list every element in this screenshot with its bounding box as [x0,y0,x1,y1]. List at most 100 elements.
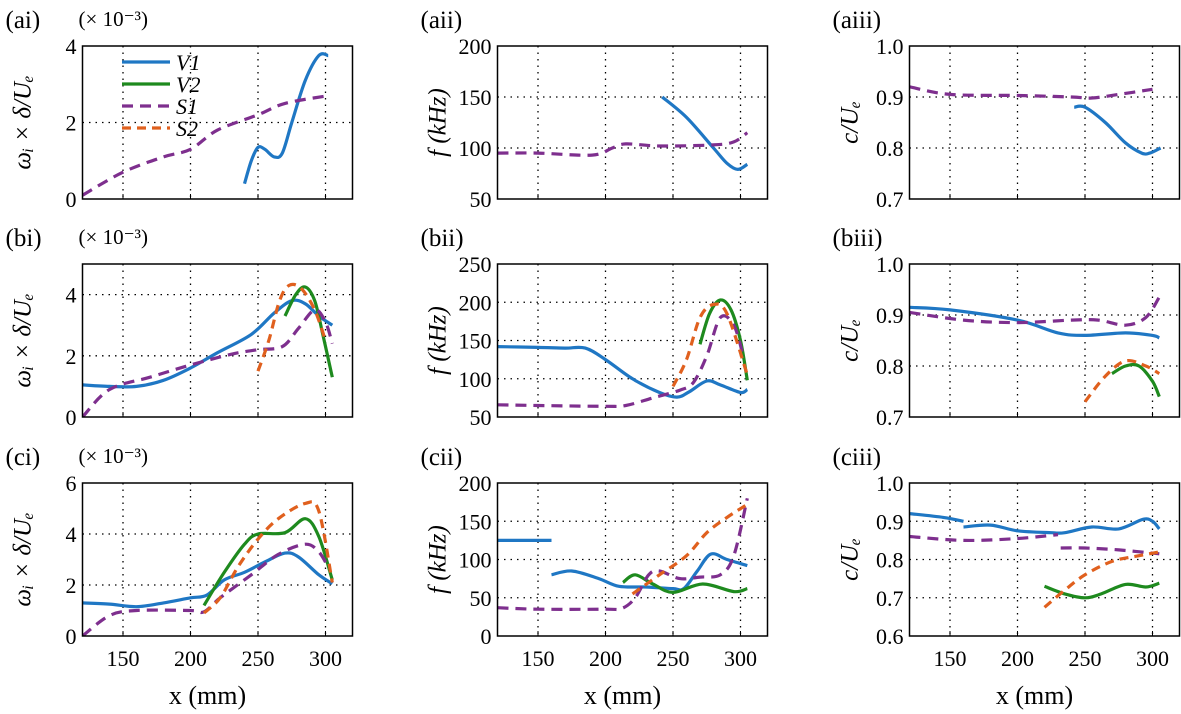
x-tick-label: 250 [657,646,690,671]
y-tick-label: 1.0 [876,252,904,277]
y-tick-label: 6 [66,471,77,496]
y-tick-label: 150 [459,509,492,534]
axis-multiplier: (× 10⁻³) [79,7,148,31]
y-tick-label: 0 [481,624,492,649]
series-line-S1 [909,296,1161,327]
legend-label-S1: S1 [176,94,198,119]
y-tick-label: 200 [459,34,492,59]
y-tick-label: 0.9 [876,509,904,534]
x-axis-label: x (mm) [584,681,661,710]
y-tick-label: 0.8 [876,548,904,573]
y-tick-label: 4 [66,283,77,308]
panel-ci: 150 200 250 300 0 2 4 6 (ci) (× 10⁻³) ωᵢ × δ/Uₑ x (… [6,444,354,710]
legend-label-S2: S2 [176,116,198,141]
panel-bii: 50 100 150 200 250(bii) f (kHz) [421,225,769,430]
axis-multiplier: (× 10⁻³) [79,444,148,468]
series-line-S2 [256,282,328,372]
panel-label: (ciii) [833,444,882,471]
y-axis-label: f (kHz) [425,306,452,375]
y-axis-label: f (kHz) [425,525,452,594]
axes-frame [908,263,1181,418]
y-tick-label: 0.7 [876,187,904,212]
y-tick-label: 100 [459,548,492,573]
y-tick-label: 0 [66,187,77,212]
y-tick-label: 2 [66,111,77,136]
x-tick-label: 300 [309,646,342,671]
panel-label: (ci) [6,444,41,471]
y-tick-label: 1.0 [876,471,904,496]
x-tick-label: 150 [107,646,140,671]
panel-bi: 0 2 4 (bi) (× 10⁻³) ωᵢ × δ/Uₑ [6,225,354,430]
y-tick-label: 0 [66,624,77,649]
panel-label: (aiii) [833,7,882,34]
series-line-V1 [551,552,748,592]
panel-label: (bi) [6,225,42,252]
y-tick-label: 50 [470,405,492,430]
series-line-S1 [497,497,749,612]
series-line-V1 [497,345,749,399]
series-line-S1 [82,94,329,197]
x-tick-label: 200 [1001,646,1034,671]
x-tick-label: 250 [242,646,275,671]
y-axis-label: ωᵢ × δ/Uₑ [10,512,37,606]
legend-label-V2: V2 [176,72,200,97]
series-line-S1 [82,308,334,417]
series-line-V1 [909,512,964,523]
y-tick-label: 0.7 [876,405,904,430]
series-line-S2 [1083,358,1161,403]
x-tick-label: 300 [724,646,757,671]
y-tick-label: 0.8 [876,354,904,379]
series-line-V2 [283,285,334,378]
series-line-V2 [1043,581,1160,600]
axis-multiplier: (× 10⁻³) [79,225,148,249]
panel-biii: 0.7 0.8 0.9 1.0(biii) c/Uₑ [833,225,1181,430]
series-line-S2 [631,503,749,596]
y-tick-label: 50 [470,586,492,611]
y-axis-label: c/Uₑ [837,101,864,144]
y-tick-label: 0.8 [876,136,904,161]
series-line-S1 [909,533,1059,543]
series-line-V1 [963,517,1161,535]
y-tick-label: 150 [459,329,492,354]
series-line-S1 [497,131,749,157]
y-axis-label: c/Uₑ [837,538,864,581]
series-line-V1 [909,305,1161,340]
axes-frame [81,263,354,418]
series-line-V2 [202,517,334,607]
series-line-V1 [1073,104,1162,156]
x-axis-label: x (mm) [996,681,1073,710]
x-tick-label: 200 [589,646,622,671]
x-tick-label: 300 [1136,646,1169,671]
series-line-S1 [82,542,330,636]
y-axis-label: ωᵢ × δ/Uₑ [10,293,37,387]
y-tick-label: 250 [459,252,492,277]
series-line-V1 [242,52,329,185]
y-tick-label: 100 [459,367,492,392]
series-line-V1 [82,298,334,389]
y-tick-label: 4 [66,522,77,547]
y-tick-label: 4 [66,34,77,59]
axes-frame [908,45,1181,200]
axes-frame [908,482,1181,637]
y-axis-label: ωᵢ × δ/Uₑ [10,75,37,169]
panel-label: (ai) [6,7,41,34]
panel-label: (bii) [421,225,464,252]
series-line-S2 [1043,550,1160,609]
series-line-V2 [1111,362,1161,398]
panel-ciii: 150 200 250 300 0.6 0.7 0.8 0.9 1.0(ciii) c/Uₑ x (… [833,444,1181,710]
series-line-S1 [909,85,1153,100]
panel-label: (biii) [833,225,883,252]
y-tick-label: 1.0 [876,34,904,59]
series-line-V2 [622,573,748,595]
axes-frame [496,482,769,637]
series-line-V1 [82,551,334,609]
x-tick-label: 250 [1069,646,1102,671]
legend-label-V1: V1 [176,50,200,75]
axes-frame [81,482,354,637]
y-tick-label: 0.6 [876,624,904,649]
x-axis-label: x (mm) [169,681,246,710]
axes-frame [496,45,769,200]
